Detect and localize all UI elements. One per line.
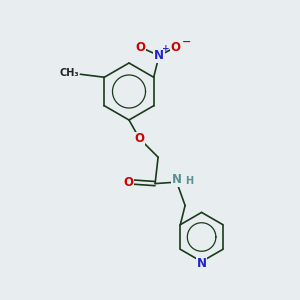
Text: O: O (171, 41, 181, 54)
Text: N: N (154, 49, 164, 62)
Text: −: − (182, 37, 191, 47)
Text: O: O (123, 176, 133, 189)
Text: N: N (172, 173, 182, 186)
Text: N: N (196, 256, 207, 270)
Text: H: H (185, 176, 194, 186)
Text: O: O (134, 132, 145, 145)
Text: CH₃: CH₃ (59, 68, 79, 78)
Text: O: O (136, 41, 146, 54)
Text: +: + (162, 44, 169, 53)
